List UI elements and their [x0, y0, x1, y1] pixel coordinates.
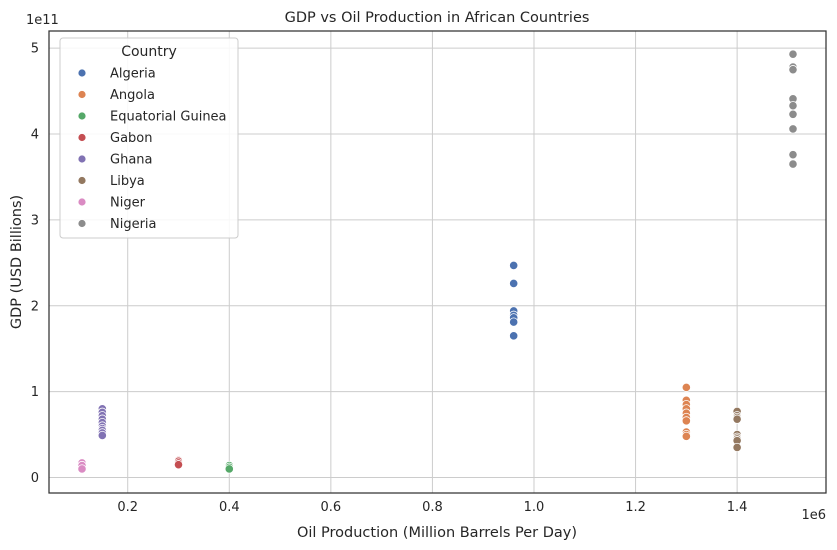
- point-angola: [681, 431, 691, 441]
- legend-marker-ghana: [77, 154, 87, 164]
- point-nigeria: [788, 150, 798, 160]
- legend-marker-equatorial-guinea: [77, 111, 87, 121]
- y-axis-ticks: 0 1 2 3 4 5: [31, 42, 39, 486]
- x-axis-ticks: 0.2 0.4 0.6 0.8 1.0 1.2 1.4: [117, 500, 747, 515]
- point-gabon: [173, 460, 184, 470]
- data-points: [77, 49, 798, 474]
- legend-label-ghana: Ghana: [110, 153, 153, 168]
- point-angola: [681, 416, 691, 426]
- point-libya: [732, 442, 742, 453]
- point-ghana: [97, 430, 107, 441]
- y-axis-title: GDP (USD Billions): [9, 195, 25, 329]
- y-tick-label: 2: [31, 299, 39, 314]
- point-algeria: [509, 317, 519, 327]
- point-nigeria: [788, 159, 798, 169]
- y-tick-label: 0: [31, 471, 39, 486]
- legend-box: [59, 37, 239, 239]
- y-tick-label: 3: [31, 213, 39, 228]
- x-tick-label: 1.2: [625, 500, 646, 515]
- x-tick-label: 0.8: [422, 500, 443, 515]
- y-tick-label: 4: [31, 128, 39, 143]
- y-tick-label: 1: [31, 385, 39, 400]
- legend-items: Algeria Angola Equatorial Guinea Gabon Ghana…: [77, 67, 227, 232]
- point-nigeria: [788, 65, 798, 75]
- y-tick-label: 5: [31, 42, 39, 57]
- x-tick-label: 0.4: [219, 500, 240, 515]
- point-algeria: [509, 278, 519, 289]
- chart-title: GDP vs Oil Production in African Countri…: [285, 10, 590, 26]
- legend-label-algeria: Algeria: [110, 67, 156, 82]
- point-nigeria: [788, 124, 798, 134]
- x-axis-title: Oil Production (Million Barrels Per Day): [297, 525, 577, 541]
- plot-frame: [48, 30, 827, 494]
- point-equatorial-guinea: [224, 464, 234, 474]
- x-tick-label: 1.0: [524, 500, 545, 515]
- legend-label-niger: Niger: [110, 196, 146, 211]
- legend-label-gabon: Gabon: [110, 131, 153, 146]
- y-axis-offset-label: 1e11: [26, 13, 59, 28]
- legend-title: Country: [121, 44, 177, 60]
- legend-label-equatorial-guinea: Equatorial Guinea: [110, 110, 227, 125]
- x-tick-label: 1.4: [727, 500, 748, 515]
- legend-marker-gabon: [77, 133, 87, 142]
- point-angola: [681, 382, 691, 392]
- legend-label-nigeria: Nigeria: [110, 217, 157, 232]
- legend-label-angola: Angola: [110, 88, 155, 103]
- point-nigeria: [788, 49, 798, 59]
- legend-label-libya: Libya: [110, 174, 145, 189]
- point-algeria: [509, 331, 519, 341]
- legend-marker-algeria: [77, 68, 87, 78]
- x-tick-label: 0.2: [117, 500, 138, 515]
- point-algeria: [509, 260, 519, 271]
- x-axis-offset-label: 1e6: [801, 508, 826, 523]
- legend: Country Algeria Angola Equatorial Guinea Ga…: [59, 37, 239, 239]
- legend-marker-nigeria: [77, 219, 87, 228]
- point-niger: [77, 464, 87, 474]
- point-libya: [732, 414, 742, 424]
- legend-marker-libya: [77, 176, 87, 185]
- x-tick-label: 0.6: [321, 500, 342, 515]
- point-nigeria: [788, 109, 798, 119]
- legend-marker-angola: [77, 90, 87, 99]
- legend-marker-niger: [77, 197, 87, 207]
- point-nigeria: [788, 101, 798, 111]
